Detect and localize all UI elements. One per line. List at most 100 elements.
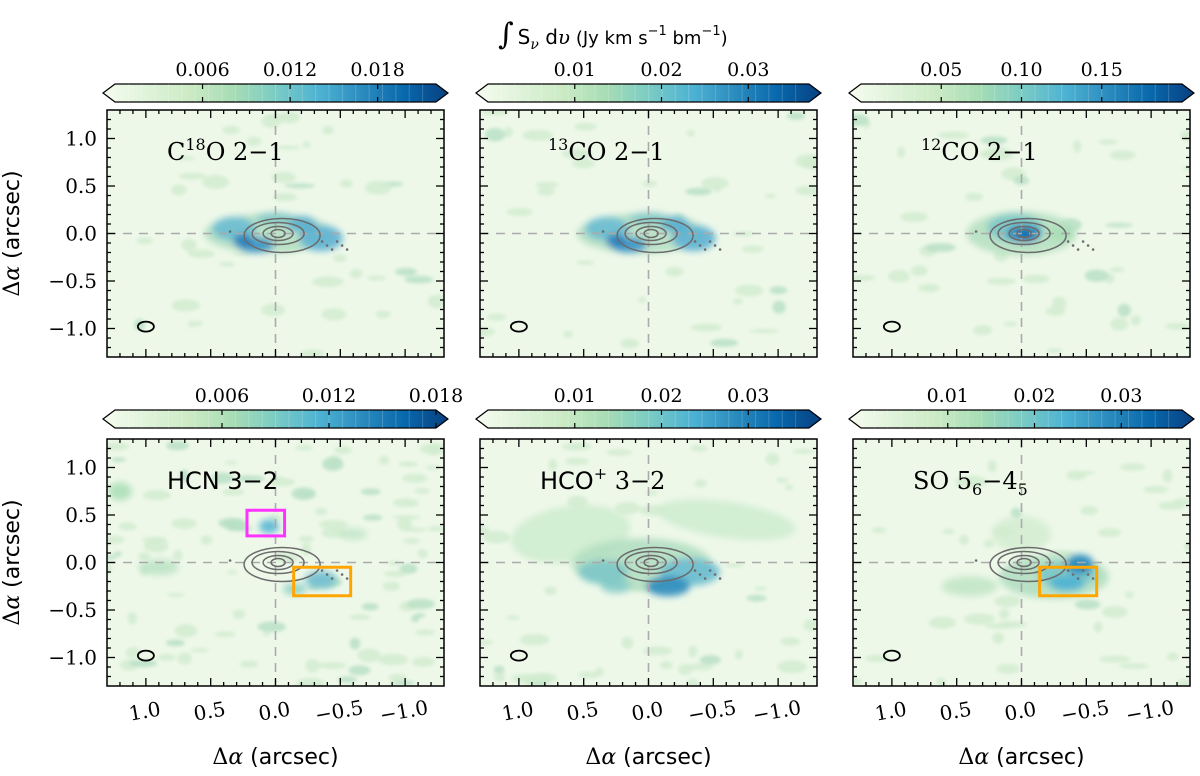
colorbar-tick-label: 0.018 [409,385,463,407]
contour-dot [228,559,232,562]
noise-blob [690,323,723,332]
noise-blob [261,114,282,128]
emission-blob [1046,225,1075,242]
noise-blob [232,609,246,620]
y-axis-label: Δα (arcsec) [0,499,25,625]
noise-blob [334,445,352,455]
contour-dot [1091,248,1095,251]
colorbar-tick-label: 0.10 [1000,59,1042,81]
noise-blob [214,631,236,638]
contour [243,217,321,254]
emission-blob [138,559,179,576]
contour-dot [325,573,329,576]
noise-blob [701,177,729,190]
noise-blob [1099,655,1131,663]
noise-blob [486,313,507,321]
noise-blob [166,441,190,451]
noise-blob [142,489,171,501]
emission-blob [656,499,796,541]
noise-blob [795,185,817,196]
noise-blob [741,245,765,253]
contour-dot [345,577,349,580]
continuum-contours [601,546,722,583]
noise-blob [127,611,138,625]
noise-blob [803,619,817,632]
noise-blob [107,564,113,574]
noise-blob [402,538,421,544]
map-image [853,110,1190,357]
noise-blob [332,254,347,263]
y-tick-label: −0.5 [48,269,97,293]
ticks [107,439,444,686]
noise-blob [777,660,807,674]
contour-dot [693,569,697,572]
noise-blob [314,507,328,516]
noise-blob [234,475,265,482]
noise-blob [983,147,1014,161]
noise-blob [361,602,379,611]
emission-blob [601,579,632,594]
contour [997,550,1051,575]
contour [635,554,667,571]
noise-blob [942,528,955,535]
noise-blob [189,647,210,653]
emission-blob [233,234,254,249]
noise-blob [302,141,311,148]
colorbar-tick-label: 0.018 [350,59,404,81]
noise-blob [998,608,1010,620]
noise-blob [659,660,673,670]
noise-blob [394,267,418,276]
beam-ellipse [882,649,901,662]
colorbar: 0.006 0.012 0.018 [102,59,449,103]
noise-blob [141,536,168,544]
contour [997,221,1051,246]
noise-blob [775,477,789,483]
contour-dot [228,230,232,233]
panel-label: 12CO 2−1 [921,135,1038,166]
beam-ellipse [509,649,528,662]
colorbar-tick-label: 0.01 [554,385,596,407]
noise-blob [769,286,788,295]
noise-blob [392,515,422,520]
noise-blob [802,159,817,166]
noise-blob [964,192,984,202]
continuum-contours [974,546,1095,583]
noise-blob [200,535,213,546]
colorbar-tick-label: 0.006 [195,385,249,407]
noise-blob [1124,591,1135,599]
noise-blob [710,338,739,347]
noise-blob [642,180,658,188]
noise-blob [383,570,408,578]
noise-blob [202,175,230,190]
x-tick-label: −0.5 [686,695,738,727]
noise-blob [224,460,238,465]
noise-blob [564,457,589,465]
noise-blob [339,179,354,188]
colorbar-tick-label: 0.012 [302,385,356,407]
noise-blob [686,130,696,137]
noise-blob [986,277,1017,285]
noise-blob [226,570,238,575]
emission-blob [107,482,132,501]
noise-blob [1109,150,1136,161]
panel-0: 0.006 0.012 0.018 1.0 0.5 0.0 −0.5 −1.0 Δα (arcs… [0,59,449,358]
noise-blob [363,514,383,521]
noise-blob [1051,296,1067,310]
noise-blob [1101,605,1128,619]
noise-blob [724,563,744,568]
noise-blob [118,522,137,531]
colorbar-bar [848,83,1195,103]
noise-blob [765,452,780,466]
beam-ellipse [509,320,528,333]
noise-blob [734,649,743,660]
noise-blob [364,180,392,195]
noise-blob [535,181,559,188]
noise-blob [996,663,1020,674]
noise-blob [924,243,956,253]
noise-blob [480,326,496,337]
noise-blob [295,677,326,686]
noise-blob [337,676,357,683]
y-tick-label: −1.0 [48,317,97,341]
y-axis-label: Δα (arcsec) [0,170,25,296]
